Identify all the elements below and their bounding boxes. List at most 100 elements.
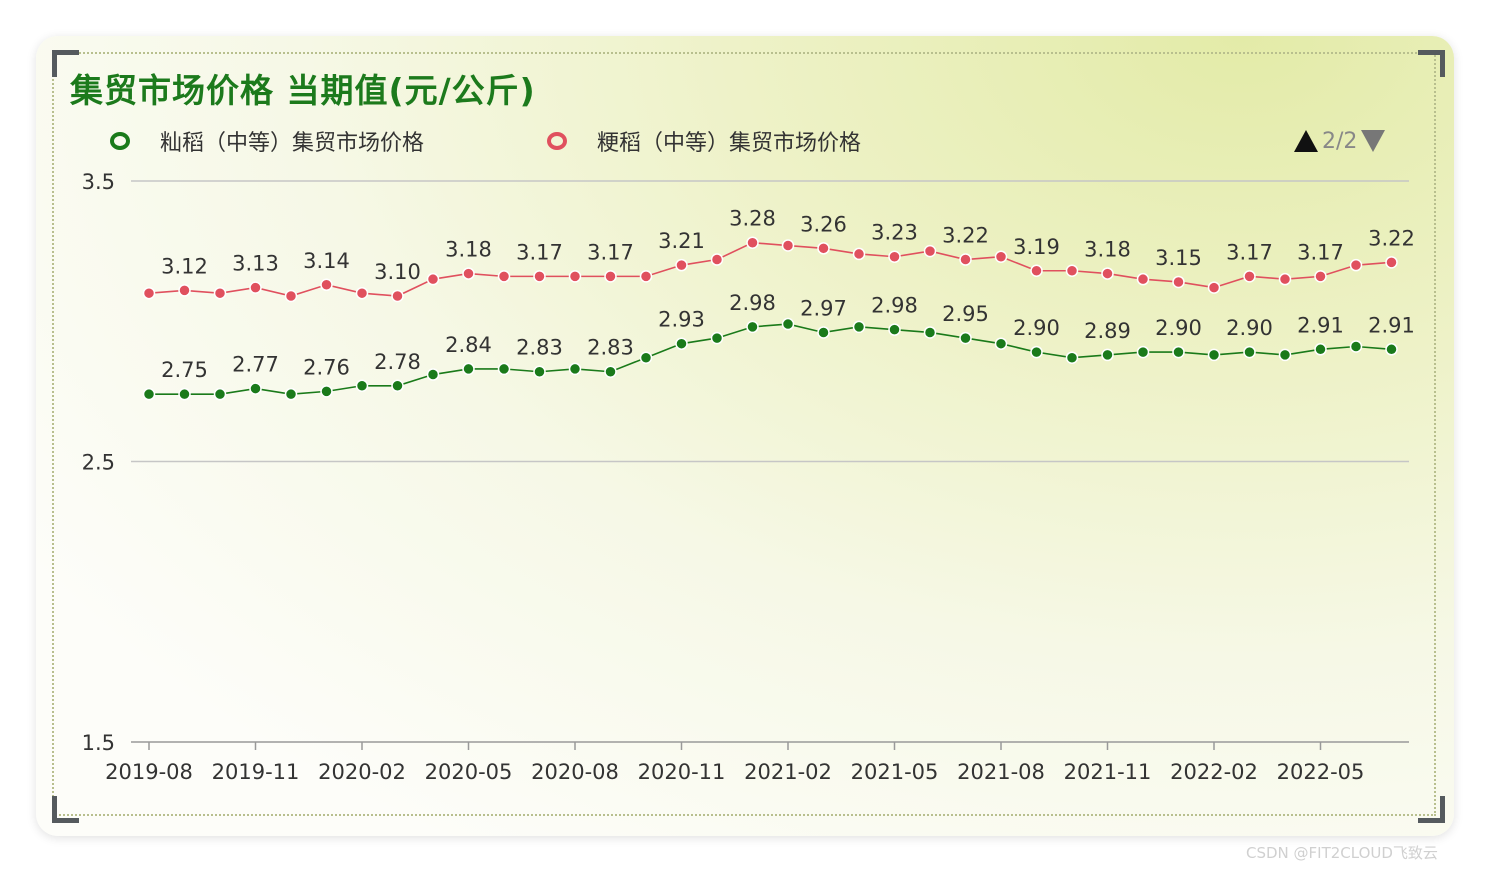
data-point [320, 385, 333, 398]
data-point [1136, 272, 1150, 286]
x-tick-label: 2019-11 [212, 760, 300, 784]
corner-bracket-top-left [52, 50, 79, 77]
data-point [426, 272, 440, 286]
data-label: 3.21 [658, 229, 705, 253]
triangle-down-icon[interactable] [1361, 130, 1386, 152]
data-point [142, 387, 156, 401]
data-point [568, 270, 582, 283]
data-point [497, 362, 511, 376]
card-inner-border [52, 52, 1436, 816]
data-point [1030, 264, 1043, 278]
data-point [1243, 345, 1256, 359]
data-point [213, 387, 227, 401]
data-label: 2.77 [232, 353, 279, 377]
data-point [1385, 256, 1398, 269]
data-point [1172, 275, 1185, 289]
data-point [1349, 340, 1363, 353]
data-point [497, 270, 511, 283]
data-label: 3.23 [871, 221, 918, 245]
data-label: 3.22 [942, 224, 989, 248]
data-label: 3.15 [1155, 246, 1202, 270]
legend-label: 籼稻（中等）集贸市场价格 [160, 131, 425, 156]
data-point [533, 365, 546, 378]
x-tick-label: 2021-11 [1064, 760, 1152, 784]
corner-bracket-bottom-right [1418, 796, 1445, 823]
x-tick-label: 2021-05 [851, 760, 939, 784]
data-point [994, 337, 1008, 350]
x-tick-label: 2020-08 [531, 760, 619, 784]
corner-bracket-top-right [1418, 50, 1445, 77]
data-label: 2.90 [1013, 316, 1060, 340]
data-point [355, 286, 369, 300]
x-tick-label: 2021-02 [744, 760, 832, 784]
data-label: 3.17 [1226, 240, 1273, 264]
data-point [852, 247, 866, 261]
data-label: 2.83 [516, 336, 563, 360]
data-point [284, 387, 298, 401]
legend-item-japonica-rice[interactable]: 粳稻（中等）集贸市场价格 [547, 126, 861, 156]
data-label: 2.90 [1226, 316, 1273, 340]
data-label: 3.18 [445, 238, 492, 262]
data-point [994, 250, 1008, 263]
data-point [249, 281, 262, 294]
data-label: 3.10 [374, 260, 421, 284]
data-point [355, 379, 369, 393]
data-point [1101, 267, 1114, 280]
data-label: 2.89 [1084, 319, 1131, 343]
data-point [1243, 270, 1256, 283]
triangle-up-icon[interactable] [1294, 130, 1318, 152]
data-point [178, 387, 191, 401]
data-point [213, 286, 227, 300]
data-point [391, 289, 404, 303]
data-point [320, 278, 333, 292]
data-point [1065, 264, 1079, 278]
data-point [284, 289, 298, 303]
data-point [710, 331, 724, 345]
x-tick-label: 2020-11 [638, 760, 726, 784]
data-point [178, 284, 191, 297]
chart-title: 集贸市场价格 当期值(元/公斤) [70, 71, 536, 110]
data-point [888, 250, 901, 263]
data-point [1136, 345, 1150, 359]
data-point [923, 326, 937, 339]
data-label: 2.97 [800, 296, 847, 320]
data-label: 2.78 [374, 350, 421, 374]
data-label: 3.17 [516, 240, 563, 264]
data-point [1278, 348, 1292, 362]
x-tick-label: 2019-08 [105, 760, 193, 784]
data-label: 3.28 [729, 207, 776, 231]
data-label: 3.26 [800, 212, 847, 236]
legend-item-indica-rice[interactable]: 籼稻（中等）集贸市场价格 [110, 126, 424, 156]
data-point [923, 244, 937, 258]
data-point [781, 317, 795, 331]
data-point [639, 351, 653, 364]
data-label: 3.12 [161, 254, 208, 278]
data-point [639, 270, 653, 283]
data-point [1172, 345, 1185, 359]
watermark: CSDN @FIT2CLOUD飞致云 [1246, 844, 1438, 862]
data-point [1207, 281, 1221, 294]
data-point [675, 337, 688, 350]
data-label: 3.18 [1084, 238, 1131, 262]
data-point [959, 331, 972, 345]
data-point [1385, 343, 1398, 356]
data-point [533, 270, 546, 283]
data-point [817, 326, 830, 339]
data-point [852, 320, 866, 334]
y-tick-label: 1.5 [82, 731, 115, 755]
x-tick-label: 2020-05 [425, 760, 513, 784]
x-tick-label: 2022-02 [1170, 760, 1258, 784]
data-point [604, 270, 617, 283]
data-point [1101, 348, 1114, 362]
data-label: 2.98 [871, 294, 918, 318]
data-label: 2.90 [1155, 316, 1202, 340]
data-label: 2.93 [658, 308, 705, 332]
data-label: 2.98 [729, 291, 776, 315]
data-label: 3.13 [232, 252, 279, 276]
data-point [746, 236, 759, 249]
chart-card [36, 36, 1454, 836]
data-point [710, 253, 724, 266]
data-label: 2.91 [1368, 313, 1415, 337]
data-point [1314, 270, 1327, 283]
data-point [391, 379, 404, 393]
